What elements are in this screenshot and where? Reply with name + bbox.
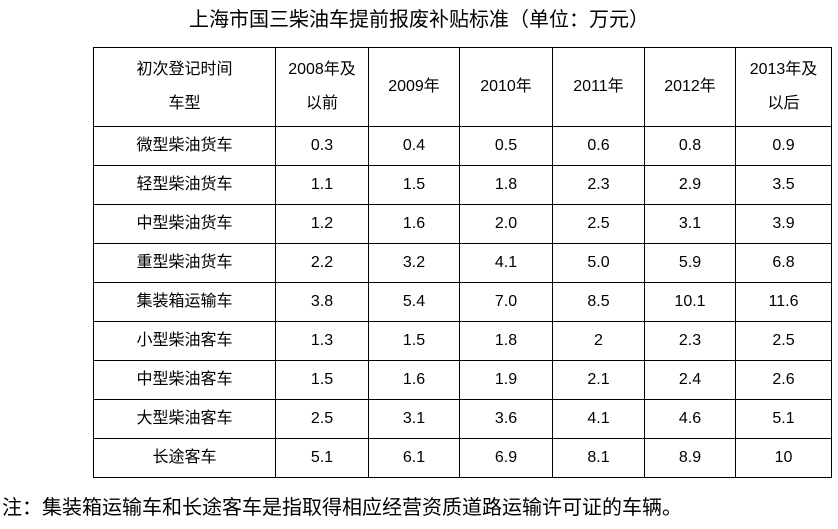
subsidy-value-cell: 2.5 bbox=[735, 321, 832, 361]
subsidy-value-cell: 10 bbox=[735, 438, 832, 478]
subsidy-value-cell: 5.9 bbox=[644, 243, 736, 283]
table-row: 重型柴油货车 2.2 3.2 4.1 5.0 5.9 6.8 bbox=[93, 243, 832, 283]
vehicle-type-cell: 重型柴油货车 bbox=[93, 243, 276, 283]
subsidy-value-cell: 8.9 bbox=[644, 438, 736, 478]
subsidy-value-cell: 1.3 bbox=[275, 321, 369, 361]
table-row: 大型柴油客车 2.5 3.1 3.6 4.1 4.6 5.1 bbox=[93, 399, 832, 439]
subsidy-value-cell: 4.1 bbox=[552, 399, 645, 439]
subsidy-value-cell: 4.6 bbox=[644, 399, 736, 439]
subsidy-value-cell: 3.1 bbox=[368, 399, 460, 439]
table-row: 集装箱运输车 3.8 5.4 7.0 8.5 10.1 11.6 bbox=[93, 282, 832, 322]
subsidy-value-cell: 1.1 bbox=[275, 165, 369, 205]
subsidy-value-cell: 1.8 bbox=[459, 165, 553, 205]
subsidy-value-cell: 2.3 bbox=[644, 321, 736, 361]
subsidy-value-cell: 6.9 bbox=[459, 438, 553, 478]
subsidy-value-cell: 1.5 bbox=[275, 360, 369, 400]
vehicle-type-cell: 轻型柴油货车 bbox=[93, 165, 276, 205]
subsidy-value-cell: 1.9 bbox=[459, 360, 553, 400]
subsidy-value-cell: 5.0 bbox=[552, 243, 645, 283]
page-title: 上海市国三柴油车提前报废补贴标准（单位：万元） bbox=[189, 9, 649, 31]
subsidy-value-cell: 6.1 bbox=[368, 438, 460, 478]
subsidy-table: 初次登记时间 车型 2008年及 以前 2009年 2010年 2011年 2012年 20… bbox=[93, 47, 832, 478]
subsidy-value-cell: 3.2 bbox=[368, 243, 460, 283]
subsidy-value-cell: 2.5 bbox=[552, 204, 645, 244]
vehicle-type-cell: 小型柴油客车 bbox=[93, 321, 276, 361]
subsidy-value-cell: 3.1 bbox=[644, 204, 736, 244]
subsidy-value-cell: 1.2 bbox=[275, 204, 369, 244]
subsidy-value-cell: 3.9 bbox=[735, 204, 832, 244]
subsidy-value-cell: 1.8 bbox=[459, 321, 553, 361]
year-header-cell-5: 2013年及 以后 bbox=[735, 47, 832, 127]
subsidy-value-cell: 8.5 bbox=[552, 282, 645, 322]
table-body: 微型柴油货车 0.3 0.4 0.5 0.6 0.8 0.9 轻型柴油货车 1.1 1.5 1.8 2… bbox=[93, 126, 832, 478]
year-header-cell-1: 2009年 bbox=[368, 47, 460, 127]
subsidy-value-cell: 1.6 bbox=[368, 360, 460, 400]
vehicle-type-cell: 微型柴油货车 bbox=[93, 126, 276, 166]
year-header-cell-4: 2012年 bbox=[644, 47, 736, 127]
table-row: 中型柴油客车 1.5 1.6 1.9 2.1 2.4 2.6 bbox=[93, 360, 832, 400]
vehicle-type-cell: 集装箱运输车 bbox=[93, 282, 276, 322]
subsidy-value-cell: 2.5 bbox=[275, 399, 369, 439]
subsidy-value-cell: 0.4 bbox=[368, 126, 460, 166]
subsidy-value-cell: 7.0 bbox=[459, 282, 553, 322]
table-row: 轻型柴油货车 1.1 1.5 1.8 2.3 2.9 3.5 bbox=[93, 165, 832, 205]
subsidy-value-cell: 5.1 bbox=[275, 438, 369, 478]
subsidy-value-cell: 2.4 bbox=[644, 360, 736, 400]
subsidy-value-cell: 10.1 bbox=[644, 282, 736, 322]
subsidy-value-cell: 5.4 bbox=[368, 282, 460, 322]
subsidy-value-cell: 1.5 bbox=[368, 165, 460, 205]
year-header-cell-3: 2011年 bbox=[552, 47, 645, 127]
subsidy-value-cell: 0.5 bbox=[459, 126, 553, 166]
subsidy-value-cell: 5.1 bbox=[735, 399, 832, 439]
subsidy-value-cell: 2.1 bbox=[552, 360, 645, 400]
table-row: 小型柴油客车 1.3 1.5 1.8 2 2.3 2.5 bbox=[93, 321, 832, 361]
vehicle-type-cell: 中型柴油货车 bbox=[93, 204, 276, 244]
subsidy-value-cell: 0.3 bbox=[275, 126, 369, 166]
subsidy-value-cell: 2.2 bbox=[275, 243, 369, 283]
subsidy-value-cell: 0.6 bbox=[552, 126, 645, 166]
subsidy-value-cell: 2.9 bbox=[644, 165, 736, 205]
subsidy-value-cell: 4.1 bbox=[459, 243, 553, 283]
subsidy-value-cell: 8.1 bbox=[552, 438, 645, 478]
table-row: 微型柴油货车 0.3 0.4 0.5 0.6 0.8 0.9 bbox=[93, 126, 832, 166]
year-header-cell-2: 2010年 bbox=[459, 47, 553, 127]
corner-header-cell: 初次登记时间 车型 bbox=[93, 47, 276, 127]
subsidy-value-cell: 2.6 bbox=[735, 360, 832, 400]
footnote: 注：集装箱运输车和长途客车是指取得相应经营资质道路运输许可证的车辆。 bbox=[2, 497, 682, 519]
table-row: 长途客车 5.1 6.1 6.9 8.1 8.9 10 bbox=[93, 438, 832, 478]
subsidy-value-cell: 6.8 bbox=[735, 243, 832, 283]
subsidy-value-cell: 3.6 bbox=[459, 399, 553, 439]
table-header: 初次登记时间 车型 2008年及 以前 2009年 2010年 2011年 2012年 20… bbox=[93, 47, 832, 127]
vehicle-type-cell: 中型柴油客车 bbox=[93, 360, 276, 400]
subsidy-value-cell: 2.3 bbox=[552, 165, 645, 205]
subsidy-value-cell: 3.8 bbox=[275, 282, 369, 322]
subsidy-value-cell: 3.5 bbox=[735, 165, 832, 205]
subsidy-value-cell: 0.9 bbox=[735, 126, 832, 166]
subsidy-value-cell: 11.6 bbox=[735, 282, 832, 322]
year-header-cell-0: 2008年及 以前 bbox=[275, 47, 369, 127]
header-row: 初次登记时间 车型 2008年及 以前 2009年 2010年 2011年 2012年 20… bbox=[93, 47, 832, 127]
subsidy-value-cell: 0.8 bbox=[644, 126, 736, 166]
vehicle-type-cell: 大型柴油客车 bbox=[93, 399, 276, 439]
table-row: 中型柴油货车 1.2 1.6 2.0 2.5 3.1 3.9 bbox=[93, 204, 832, 244]
subsidy-value-cell: 1.5 bbox=[368, 321, 460, 361]
subsidy-value-cell: 2.0 bbox=[459, 204, 553, 244]
vehicle-type-cell: 长途客车 bbox=[93, 438, 276, 478]
subsidy-value-cell: 1.6 bbox=[368, 204, 460, 244]
subsidy-value-cell: 2 bbox=[552, 321, 645, 361]
